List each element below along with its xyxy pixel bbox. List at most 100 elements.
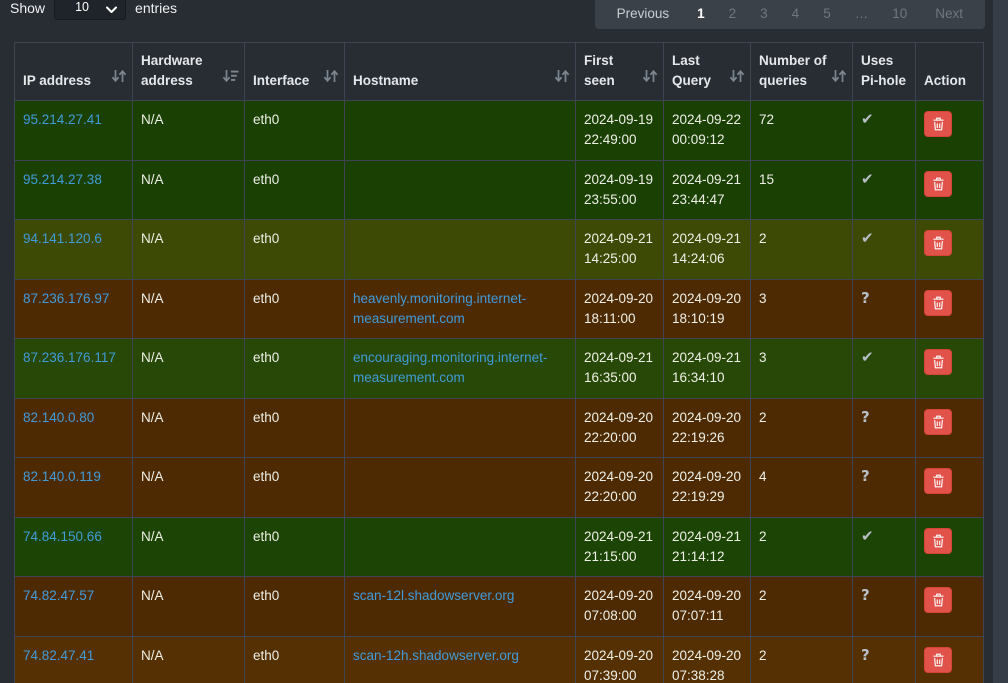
hardware-address-cell: N/A — [133, 339, 245, 399]
network-table: IP address Hardware addressInterfaceHostn… — [14, 42, 983, 683]
page-size-value: 10 — [75, 0, 89, 14]
table-row: 74.84.150.66N/Aeth02024-09-21 21:15:0020… — [15, 517, 984, 577]
delete-device-button[interactable] — [924, 230, 952, 256]
ip-link[interactable]: 82.140.0.119 — [23, 469, 101, 484]
first-seen-cell: 2024-09-19 23:55:00 — [576, 160, 664, 220]
hardware-address-cell: N/A — [133, 220, 245, 280]
uses-pihole-cell: ? — [853, 636, 916, 683]
ip-address-cell: 74.82.47.57 — [15, 577, 133, 637]
hardware-address-cell: N/A — [133, 577, 245, 637]
table-row: 74.82.47.57 N/Aeth0 scan-12l.shadowserver.… — [15, 577, 984, 637]
ip-link[interactable]: 74.82.47.57 — [23, 588, 94, 603]
check-icon: ✔ — [861, 170, 874, 188]
column-label: IP address — [23, 73, 91, 88]
column-header-ip-address[interactable]: IP address — [15, 43, 133, 101]
check-icon: ✔ — [861, 527, 874, 545]
last-query-cell: 2024-09-20 18:10:19 — [664, 279, 751, 339]
hardware-address-cell: N/A — [133, 636, 245, 683]
ip-link[interactable]: 87.236.176.117 — [23, 350, 116, 365]
num-queries-cell: 2 — [751, 636, 853, 683]
last-query-cell: 2024-09-20 07:07:11 — [664, 577, 751, 637]
page-size-select[interactable]: 10 — [54, 0, 126, 20]
ip-link[interactable]: 74.84.150.66 — [23, 529, 102, 544]
interface-cell: eth0 — [245, 279, 345, 339]
ip-link[interactable]: 95.214.27.41 — [23, 112, 102, 127]
uses-pihole-cell: ✔ — [853, 517, 916, 577]
interface-cell: eth0 — [245, 517, 345, 577]
uses-pihole-cell: ✔ — [853, 339, 916, 399]
delete-device-button[interactable] — [924, 349, 952, 375]
ip-address-cell: 82.140.0.119 — [15, 458, 133, 518]
uses-pihole-cell: ✔ — [853, 220, 916, 280]
hostname-link[interactable]: scan-12l.shadowserver.org — [353, 588, 514, 603]
hardware-address-cell: N/A — [133, 279, 245, 339]
delete-device-button[interactable] — [924, 587, 952, 613]
hostname-cell: scan-12h.shadowserver.org — [345, 636, 576, 683]
first-seen-cell: 2024-09-19 22:49:00 — [576, 101, 664, 161]
ip-link[interactable]: 95.214.27.38 — [23, 172, 102, 187]
action-cell — [916, 279, 984, 339]
column-header-interface[interactable]: Interface — [245, 43, 345, 101]
column-label: First seen — [584, 53, 615, 88]
column-header-first-seen[interactable]: First seen — [576, 43, 664, 101]
pagination-page[interactable]: 2 — [717, 2, 749, 25]
ip-address-cell: 82.140.0.80 — [15, 398, 133, 458]
num-queries-cell: 3 — [751, 279, 853, 339]
num-queries-cell: 2 — [751, 517, 853, 577]
column-header-number-of-queries[interactable]: Number of queries — [751, 43, 853, 101]
ip-link[interactable]: 94.141.120.6 — [23, 231, 102, 246]
hardware-address-cell: N/A — [133, 398, 245, 458]
column-header-hostname[interactable]: Hostname — [345, 43, 576, 101]
hostname-cell: encouraging.monitoring.internet-measurem… — [345, 339, 576, 399]
pagination-previous[interactable]: Previous — [601, 2, 686, 25]
interface-cell: eth0 — [245, 577, 345, 637]
trash-icon — [932, 593, 945, 607]
table-header-row: IP address Hardware addressInterfaceHostn… — [15, 43, 984, 101]
question-icon: ? — [861, 646, 870, 664]
interface-cell: eth0 — [245, 458, 345, 518]
first-seen-cell: 2024-09-20 07:08:00 — [576, 577, 664, 637]
action-cell — [916, 160, 984, 220]
last-query-cell: 2024-09-21 23:44:47 — [664, 160, 751, 220]
delete-device-button[interactable] — [924, 409, 952, 435]
pagination-page[interactable]: 5 — [811, 2, 843, 25]
uses-pihole-cell: ? — [853, 577, 916, 637]
pagination-page[interactable]: 3 — [748, 2, 780, 25]
interface-cell: eth0 — [245, 160, 345, 220]
ip-link[interactable]: 82.140.0.80 — [23, 410, 94, 425]
trash-icon — [932, 474, 945, 488]
column-header-last-query[interactable]: Last Query — [664, 43, 751, 101]
column-header-hardware-address[interactable]: Hardware address — [133, 43, 245, 101]
hostname-link[interactable]: scan-12h.shadowserver.org — [353, 648, 519, 663]
pagination-pages: 12345…10 — [685, 2, 919, 25]
delete-device-button[interactable] — [924, 468, 952, 494]
column-label: Number of queries — [759, 53, 827, 88]
table-row: 87.236.176.97 N/Aeth0heavenly.monitoring.… — [15, 279, 984, 339]
hostname-cell — [345, 517, 576, 577]
interface-cell: eth0 — [245, 101, 345, 161]
delete-device-button[interactable] — [924, 528, 952, 554]
delete-device-button[interactable] — [924, 647, 952, 673]
hostname-cell — [345, 101, 576, 161]
pagination-page[interactable]: 1 — [685, 2, 717, 25]
pagination-ellipsis: … — [843, 2, 881, 25]
ip-link[interactable]: 74.82.47.41 — [23, 648, 94, 663]
pagination-next[interactable]: Next — [919, 2, 979, 25]
ip-address-cell: 87.236.176.97 — [15, 279, 133, 339]
first-seen-cell: 2024-09-21 21:15:00 — [576, 517, 664, 577]
delete-device-button[interactable] — [924, 171, 952, 197]
pagination-page[interactable]: 10 — [880, 2, 919, 25]
hostname-link[interactable]: heavenly.monitoring.internet-measurement… — [353, 291, 526, 326]
ip-address-cell: 87.236.176.117 — [15, 339, 133, 399]
last-query-cell: 2024-09-20 22:19:26 — [664, 398, 751, 458]
pagination-page[interactable]: 4 — [780, 2, 812, 25]
hardware-address-cell: N/A — [133, 517, 245, 577]
ip-link[interactable]: 87.236.176.97 — [23, 291, 109, 306]
scrollbar[interactable] — [993, 0, 1008, 683]
delete-device-button[interactable] — [924, 111, 952, 137]
delete-device-button[interactable] — [924, 290, 952, 316]
hostname-link[interactable]: encouraging.monitoring.internet-measurem… — [353, 350, 547, 385]
uses-pihole-cell: ? — [853, 279, 916, 339]
hostname-cell: scan-12l.shadowserver.org — [345, 577, 576, 637]
sort-desc-icon — [222, 69, 239, 89]
